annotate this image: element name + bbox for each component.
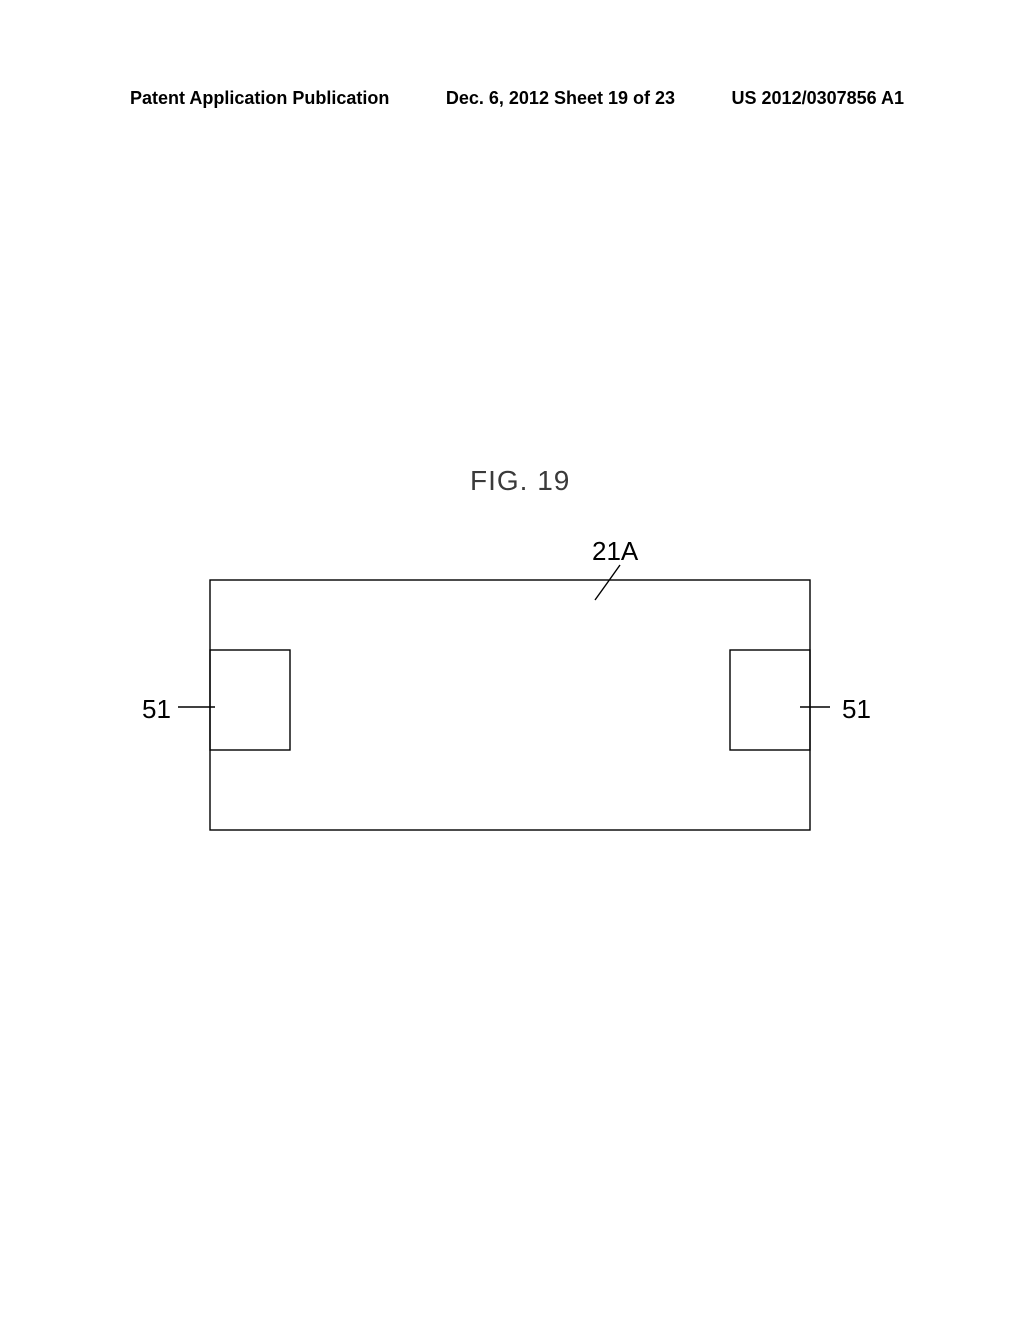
diagram-lines — [178, 565, 830, 830]
patent-page: Patent Application Publication Dec. 6, 2… — [0, 0, 1024, 1320]
leader-21a — [595, 565, 620, 600]
figure-19: FIG. 19 21A 51 51 — [0, 0, 1024, 1320]
outer-rect — [210, 580, 810, 830]
right-square — [730, 650, 810, 750]
left-square — [210, 650, 290, 750]
figure-svg — [0, 0, 1024, 1320]
